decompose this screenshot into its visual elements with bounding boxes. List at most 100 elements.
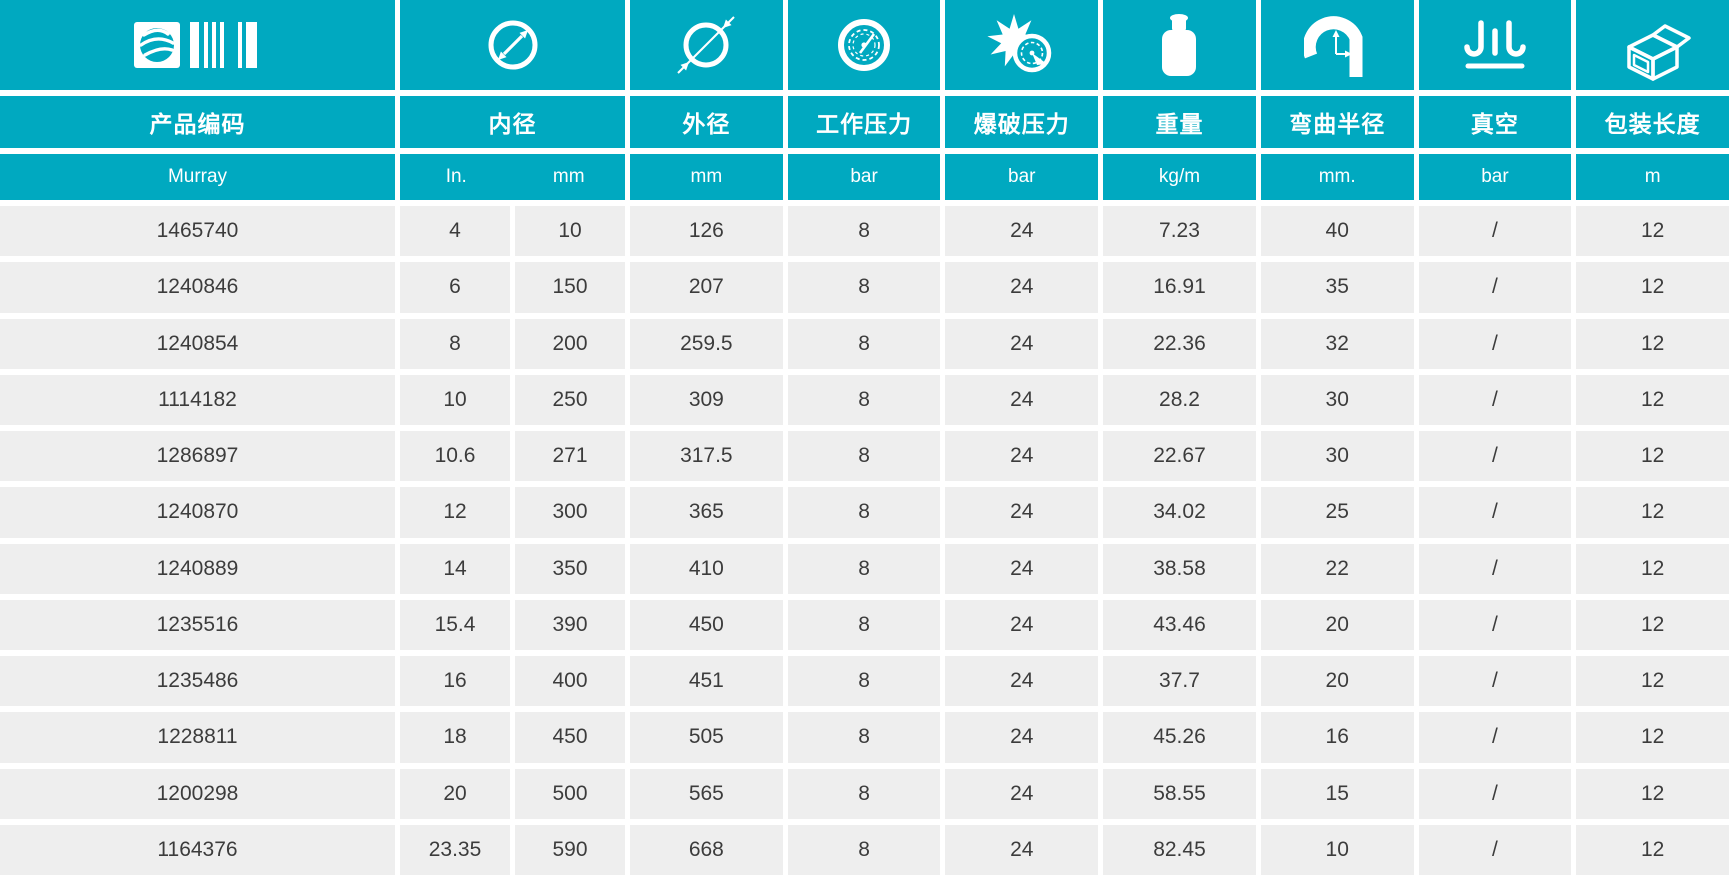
cell-burst-pressure: 24 [945, 543, 1099, 594]
unit-inner-diameter-in: In. [445, 166, 467, 187]
unit-packing-length: m [1576, 154, 1729, 200]
burst-gauge-icon [987, 14, 1052, 73]
cell-packing-length: 12 [1576, 543, 1729, 594]
unit-outer-diameter: mm [630, 154, 783, 200]
cell-working-pressure: 8 [787, 318, 941, 369]
cell-outer-diameter: 668 [630, 824, 783, 875]
cell-weight: 37.7 [1103, 656, 1256, 707]
cell-bend-radius: 30 [1260, 431, 1414, 482]
cell-working-pressure: 8 [787, 374, 941, 425]
column-header-inner-diameter: 内径 [400, 96, 625, 148]
cell-inner-diameter-mm: 271 [515, 431, 625, 482]
cell-working-pressure: 8 [787, 543, 941, 594]
cell-inner-diameter-in: 10 [400, 374, 510, 425]
cell-weight: 28.2 [1103, 374, 1256, 425]
column-header-weight: 重量 [1103, 96, 1256, 148]
column-icon-cell-burst-pressure [945, 0, 1099, 90]
cell-burst-pressure: 24 [945, 656, 1099, 707]
cell-working-pressure: 8 [787, 431, 941, 482]
unit-inner-diameter: In. mm [400, 154, 625, 200]
cell-burst-pressure: 24 [945, 824, 1099, 875]
cell-weight: 82.45 [1103, 824, 1256, 875]
cell-vacuum: / [1418, 374, 1572, 425]
cell-weight: 38.58 [1103, 543, 1256, 594]
cell-burst-pressure: 24 [945, 262, 1099, 313]
column-header-vacuum: 真空 [1418, 96, 1572, 148]
cell-inner-diameter-mm: 300 [515, 487, 625, 538]
unit-inner-diameter-mm: mm [552, 166, 585, 187]
cell-weight: 7.23 [1103, 206, 1256, 257]
unit-burst-pressure: bar [945, 154, 1099, 200]
cell-inner-diameter-in: 4 [400, 206, 510, 257]
cell-inner-diameter-in: 10.6 [400, 431, 510, 482]
cell-outer-diameter: 317.5 [630, 431, 783, 482]
cell-vacuum: / [1418, 206, 1572, 257]
cell-packing-length: 12 [1576, 318, 1729, 369]
cell-weight: 16.91 [1103, 262, 1256, 313]
cell-vacuum: / [1418, 768, 1572, 819]
cell-packing-length: 12 [1576, 206, 1729, 257]
cell-packing-length: 12 [1576, 431, 1729, 482]
cell-bend-radius: 20 [1260, 656, 1414, 707]
column-header-outer-diameter: 外径 [630, 96, 783, 148]
cell-code: 1240846 [0, 262, 395, 313]
cell-vacuum: / [1418, 656, 1572, 707]
outer-diameter-icon [677, 16, 736, 74]
cell-working-pressure: 8 [787, 656, 941, 707]
cell-weight: 45.26 [1103, 712, 1256, 763]
cell-weight: 22.36 [1103, 318, 1256, 369]
cell-packing-length: 12 [1576, 262, 1729, 313]
cell-inner-diameter-mm: 200 [515, 318, 625, 369]
cell-vacuum: / [1418, 824, 1572, 875]
cell-code: 1465740 [0, 206, 395, 257]
cell-vacuum: / [1418, 712, 1572, 763]
cell-inner-diameter-mm: 450 [515, 712, 625, 763]
cell-inner-diameter-mm: 10 [515, 206, 625, 257]
column-icon-cell-outer-diameter [630, 0, 783, 90]
cell-inner-diameter-in: 20 [400, 768, 510, 819]
cell-burst-pressure: 24 [945, 318, 1099, 369]
column-icon-cell-packing-length [1576, 0, 1729, 90]
pressure-gauge-icon [838, 19, 891, 71]
cell-outer-diameter: 410 [630, 543, 783, 594]
barcode-icon [133, 22, 257, 68]
cell-vacuum: / [1418, 431, 1572, 482]
cell-bend-radius: 22 [1260, 543, 1414, 594]
unit-brand-murray: Murray [0, 154, 395, 200]
cell-working-pressure: 8 [787, 768, 941, 819]
cell-vacuum: / [1418, 318, 1572, 369]
cell-inner-diameter-in: 12 [400, 487, 510, 538]
cell-code: 1240870 [0, 487, 395, 538]
column-icon-cell-vacuum [1418, 0, 1572, 90]
cell-vacuum: / [1418, 262, 1572, 313]
unit-vacuum: bar [1418, 154, 1572, 200]
cell-code: 1235516 [0, 599, 395, 650]
cell-code: 1228811 [0, 712, 395, 763]
cell-outer-diameter: 565 [630, 768, 783, 819]
cell-outer-diameter: 505 [630, 712, 783, 763]
inner-diameter-icon [488, 20, 537, 70]
column-header-packing-length: 包装长度 [1576, 96, 1729, 148]
cell-outer-diameter: 126 [630, 206, 783, 257]
cell-bend-radius: 25 [1260, 487, 1414, 538]
column-header-code: 产品编码 [0, 96, 395, 148]
cell-inner-diameter-mm: 350 [515, 543, 625, 594]
cell-inner-diameter-in: 18 [400, 712, 510, 763]
cell-burst-pressure: 24 [945, 712, 1099, 763]
cell-packing-length: 12 [1576, 768, 1729, 819]
cell-bend-radius: 40 [1260, 206, 1414, 257]
cell-code: 1235486 [0, 656, 395, 707]
column-header-burst-pressure: 爆破压力 [945, 96, 1099, 148]
cell-code: 1114182 [0, 374, 395, 425]
cell-vacuum: / [1418, 599, 1572, 650]
cell-outer-diameter: 259.5 [630, 318, 783, 369]
cell-inner-diameter-mm: 390 [515, 599, 625, 650]
cell-outer-diameter: 450 [630, 599, 783, 650]
cell-outer-diameter: 365 [630, 487, 783, 538]
unit-working-pressure: bar [787, 154, 941, 200]
cell-bend-radius: 20 [1260, 599, 1414, 650]
cell-working-pressure: 8 [787, 206, 941, 257]
cell-burst-pressure: 24 [945, 374, 1099, 425]
cell-working-pressure: 8 [787, 262, 941, 313]
